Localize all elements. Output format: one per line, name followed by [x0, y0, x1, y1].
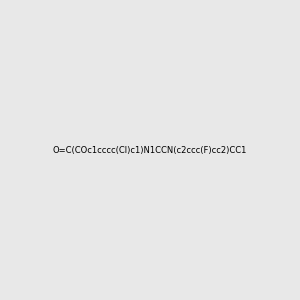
Text: O=C(COc1cccc(Cl)c1)N1CCN(c2ccc(F)cc2)CC1: O=C(COc1cccc(Cl)c1)N1CCN(c2ccc(F)cc2)CC1 — [53, 146, 247, 154]
